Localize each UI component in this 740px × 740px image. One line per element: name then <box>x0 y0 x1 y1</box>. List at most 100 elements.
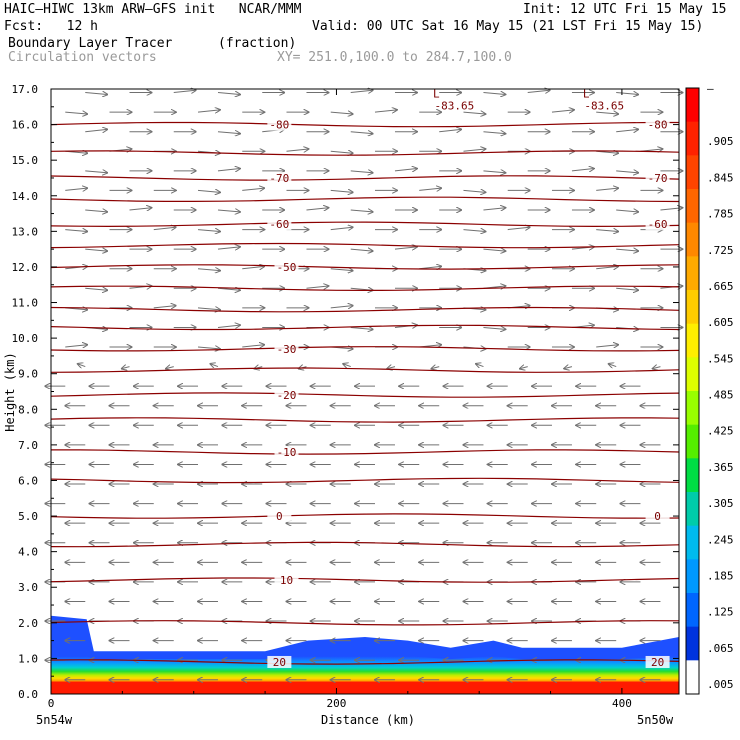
wind-vector <box>122 367 130 369</box>
isotherm-line <box>50 577 680 583</box>
isotherm-label-bg <box>267 655 292 668</box>
wind-vector <box>564 367 573 369</box>
isotherm-label-bg <box>645 218 670 231</box>
wind-vector <box>65 230 87 232</box>
wind-vector <box>350 171 373 173</box>
isotherm-label: -20 <box>277 389 297 402</box>
isotherm-label: -60 <box>648 218 668 231</box>
wind-vector <box>616 288 638 290</box>
isotherm-label-bg <box>645 118 670 131</box>
wind-vector <box>153 306 176 308</box>
colorbar-swatch <box>686 256 699 291</box>
header-valid: Valid: 00 UTC Sat 16 May 15 (21 LST Fri … <box>312 19 704 34</box>
tracer-surface-max <box>51 681 679 694</box>
wind-vector <box>431 367 440 369</box>
header-fcst: Fcst: 12 h <box>4 19 98 34</box>
minimum-letter: L <box>583 88 590 101</box>
colorbar-label: .005 <box>707 678 734 691</box>
isotherm-line <box>50 242 680 249</box>
y-tick-label: 11.0 <box>12 297 39 310</box>
colorbar-label: .845 <box>707 171 734 184</box>
wind-vector <box>343 364 351 367</box>
y-tick-label: 12.0 <box>12 261 39 274</box>
wind-vector <box>350 249 373 251</box>
colorbar-swatch <box>686 290 699 325</box>
isotherm-line <box>50 324 680 331</box>
wind-vector <box>463 149 485 151</box>
isotherm-label: -10 <box>277 446 297 459</box>
colorbar-label: .665 <box>707 280 734 293</box>
wind-vector <box>463 190 485 192</box>
isotherm-label: -30 <box>277 343 297 356</box>
wind-vector <box>197 269 220 271</box>
isotherm-line <box>50 175 680 181</box>
wind-vector <box>210 364 219 367</box>
colorbar: – .905 .845 .785 .725 .665 .605 .545 .485 .425 .36… <box>685 82 734 695</box>
colorbar-label: .065 <box>707 642 734 655</box>
isotherm-line <box>50 367 680 373</box>
isotherm-line <box>50 196 680 203</box>
y-tick-label: 6.0 <box>18 474 38 487</box>
colorbar-label: .185 <box>707 569 734 582</box>
wind-vector <box>306 286 328 288</box>
wind-vector <box>596 188 618 190</box>
isotherm-line <box>50 477 680 484</box>
isotherm-label: 0 <box>654 510 661 523</box>
colorbar-swatch <box>686 458 699 493</box>
wind-vector <box>551 110 574 112</box>
wind-vector <box>483 327 505 329</box>
wind-vector <box>609 364 617 367</box>
wind-vector <box>374 110 397 112</box>
wind-vector <box>197 308 220 310</box>
isotherm-label: 10 <box>280 574 293 587</box>
colorbar-swatch <box>686 323 699 358</box>
wind-vector <box>387 367 396 369</box>
wind-vector <box>306 208 328 210</box>
wind-vector <box>330 227 353 229</box>
wind-vector <box>394 247 417 249</box>
wind-vector <box>330 190 353 192</box>
wind-vector <box>242 266 264 268</box>
header-xy: XY= 251.0,100.0 to 284.7,100.0 <box>277 50 512 65</box>
wind-vector <box>217 132 240 134</box>
colorbar-label: .725 <box>707 244 734 257</box>
isotherm-label-bg <box>274 446 299 458</box>
isotherm-label: -50 <box>277 261 297 274</box>
wind-vector <box>197 110 220 112</box>
wind-vector <box>217 325 240 327</box>
isotherm-label: 0 <box>276 510 283 523</box>
x-right-endpoint: 5n50w <box>637 713 674 727</box>
wind-vector <box>217 210 240 212</box>
isotherm-line <box>50 285 680 292</box>
isotherm-label-bg <box>274 574 299 587</box>
wind-vector <box>483 171 505 173</box>
wind-vector <box>596 345 618 347</box>
wind-vector <box>85 93 107 95</box>
wind-vector <box>197 230 220 232</box>
wind-vector <box>350 90 373 92</box>
isotherm-label-bg <box>645 655 670 668</box>
wind-vector <box>217 288 240 290</box>
header-field1: Boundary Layer Tracer <box>8 36 173 51</box>
colorbar-label: .905 <box>707 135 734 148</box>
isotherm-label-bg <box>267 118 292 131</box>
x-tick-label: 0 <box>48 697 55 710</box>
y-tick-label: 13.0 <box>12 225 39 238</box>
isotherm-label: -80 <box>648 119 668 132</box>
wind-vector <box>596 230 618 232</box>
wind-vector <box>520 367 528 369</box>
isotherm-label: -70 <box>269 172 289 185</box>
wind-vector <box>350 210 373 212</box>
wind-vector <box>65 345 87 347</box>
colorbar-label: .605 <box>707 316 734 329</box>
colorbar-swatch <box>686 593 699 628</box>
isotherm-line <box>50 150 680 156</box>
y-tick-label: 5.0 <box>18 510 38 523</box>
isotherm-line <box>50 513 680 519</box>
y-tick-label: 0.0 <box>18 688 38 701</box>
isotherm-line <box>50 620 680 626</box>
wind-vector <box>330 306 353 308</box>
y-axis-title: Height (km) <box>3 352 17 431</box>
isotherm-label: -60 <box>269 218 289 231</box>
